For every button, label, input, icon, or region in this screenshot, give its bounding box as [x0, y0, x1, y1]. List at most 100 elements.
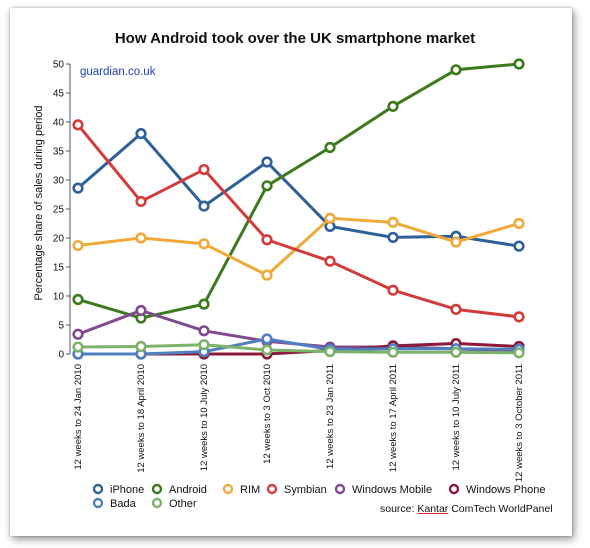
data-point — [198, 163, 210, 176]
y-tick-label: 20 — [53, 234, 65, 245]
y-tick-label: 25 — [53, 205, 65, 216]
legend-item: Android — [151, 483, 207, 496]
data-point — [72, 182, 84, 194]
data-point — [513, 240, 525, 252]
data-point — [450, 236, 462, 248]
legend-marker-icon — [92, 483, 104, 495]
data-point — [387, 284, 399, 296]
legend-label: Windows Phone — [466, 484, 546, 496]
y-tick-label: 50 — [53, 60, 65, 71]
y-tick-label: 10 — [53, 292, 65, 303]
data-point — [261, 180, 273, 192]
data-point — [198, 238, 210, 250]
source-name: Kantar — [417, 503, 449, 515]
data-point — [513, 58, 525, 70]
data-point — [261, 333, 273, 345]
series-line — [77, 132, 520, 248]
data-point — [72, 119, 84, 131]
legend-marker — [92, 497, 104, 509]
x-tick-label: 12 weeks to 10 July 2010 — [199, 364, 210, 471]
data-point — [450, 64, 462, 76]
series-line — [76, 123, 520, 319]
data-point — [513, 217, 525, 230]
data-point — [135, 232, 147, 244]
data-point — [135, 128, 147, 140]
legend-label: Other — [169, 498, 197, 510]
legend-marker-icon — [151, 497, 163, 509]
legend-marker-icon — [266, 483, 278, 495]
legend-marker-icon — [222, 483, 234, 495]
y-tick-label: 30 — [53, 176, 65, 187]
legend-item: Other — [151, 497, 197, 510]
chart-title: How Android took over the UK smartphone … — [114, 30, 476, 47]
source-prefix: source: — [380, 503, 418, 515]
data-point — [450, 303, 462, 315]
x-tick-label: 12 weeks to 10 July 2011 — [451, 364, 462, 471]
legend-label: Windows Mobile — [352, 484, 433, 496]
data-point — [387, 346, 399, 358]
series-line — [77, 62, 520, 320]
legend-marker-icon — [151, 483, 163, 495]
source-note: source: Kantar ComTech WorldPanel — [380, 503, 553, 515]
x-tick-label: 12 weeks to 23 Jan 2011 — [325, 364, 336, 469]
x-tick-label: 12 weeks to 17 April 2011 — [388, 364, 399, 472]
legend-marker-icon — [448, 483, 460, 495]
series-line — [78, 337, 520, 356]
y-tick-label: 45 — [53, 89, 65, 100]
legend-marker — [151, 497, 163, 509]
legend-label: iPhone — [110, 484, 145, 496]
data-point — [387, 216, 399, 228]
chart-frame — [10, 8, 572, 536]
data-point — [198, 339, 210, 351]
data-point — [72, 239, 84, 252]
series-line — [77, 216, 520, 277]
data-point — [450, 346, 462, 358]
legend-marker — [448, 483, 460, 495]
data-point — [513, 347, 525, 359]
data-point — [324, 346, 336, 358]
watermark-text: guardian.co.uk — [80, 66, 156, 78]
data-point — [261, 344, 273, 356]
data-point — [387, 231, 399, 244]
legend-marker — [222, 483, 234, 495]
data-point — [387, 100, 399, 112]
data-point — [72, 328, 84, 340]
data-point — [198, 200, 210, 212]
data-point — [198, 325, 210, 337]
legend-marker — [151, 483, 163, 495]
data-point — [72, 341, 84, 353]
legend-label: RIM — [240, 484, 261, 496]
y-tick-label: 15 — [53, 263, 65, 274]
data-point — [513, 311, 525, 323]
data-point — [72, 293, 84, 306]
legend-label: Android — [169, 484, 207, 496]
data-point — [135, 304, 147, 317]
x-tick-label: 12 weeks to 3 Oct 2010 — [262, 364, 273, 464]
data-point — [135, 195, 147, 208]
legend-item: Windows Mobile — [334, 483, 432, 496]
data-point — [324, 212, 336, 224]
legend-label: Bada — [110, 498, 136, 510]
source-suffix: ComTech WorldPanel — [448, 503, 553, 515]
legend-marker-icon — [334, 483, 346, 495]
legend-item: iPhone — [92, 483, 144, 496]
series-line — [77, 343, 520, 355]
legend-label: Symbian — [284, 484, 327, 496]
x-tick-label: 12 weeks to 18 April 2010 — [136, 364, 147, 473]
y-tick-label: 40 — [53, 118, 65, 129]
legend-marker — [334, 483, 346, 495]
y-tick-label: 0 — [58, 350, 64, 361]
x-tick-label: 12 weeks to 3 October 2011 — [514, 364, 525, 482]
y-tick-label: 35 — [53, 147, 65, 158]
y-tick-label: 5 — [58, 321, 64, 332]
data-point — [198, 298, 210, 310]
data-point — [261, 156, 273, 168]
legend-marker-icon — [92, 497, 104, 509]
data-point — [135, 340, 147, 353]
legend-marker — [266, 483, 278, 495]
x-tick-label: 12 weeks to 24 Jan 2010 — [73, 364, 84, 470]
legend-item: Windows Phone — [448, 483, 546, 496]
data-point — [324, 255, 336, 267]
legend-marker — [92, 483, 104, 495]
